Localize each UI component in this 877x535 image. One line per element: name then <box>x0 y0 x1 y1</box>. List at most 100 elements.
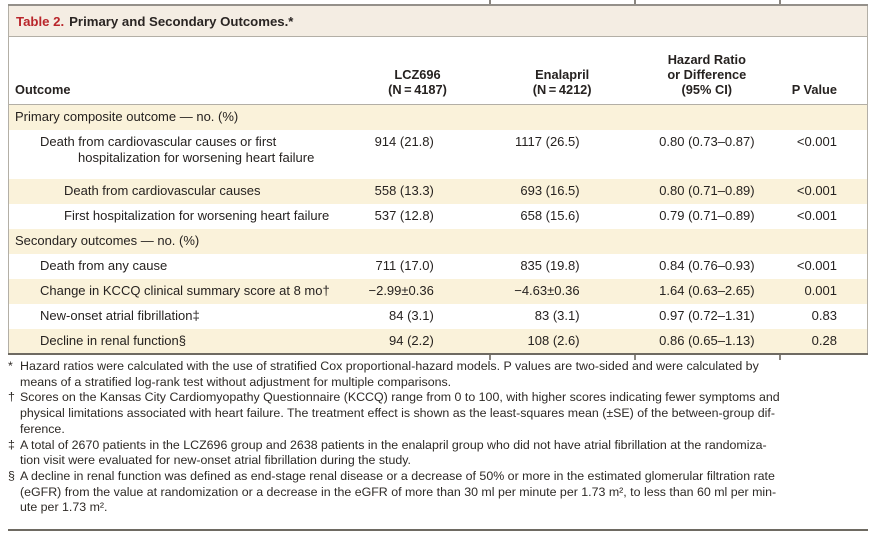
footnote-text: Hazard ratios were calculated with the u… <box>20 359 866 390</box>
p-value: 0.001 <box>804 283 837 298</box>
outcome-label: Death from cardiovascular causes or firs… <box>40 134 277 149</box>
footnote-marker: § <box>8 468 15 483</box>
lcz696-value: −2.99±0.36 <box>368 283 434 298</box>
p-value: 0.83 <box>811 308 837 323</box>
footnote-line: physical limitations associated with hea… <box>20 406 775 421</box>
column-header-line: or Difference <box>667 67 747 82</box>
footnote-line: tion visit were evaluated for new-onset … <box>20 453 411 468</box>
table-row: First hospitalization for worsening hear… <box>9 204 867 229</box>
footnote-line: ference. <box>20 421 65 436</box>
footnote-marker: * <box>8 359 13 373</box>
outcome-cell: Primary composite outcome — no. (%) <box>9 109 345 125</box>
column-tick <box>489 0 491 4</box>
footnote-line: A decline in renal function was defined … <box>20 468 775 483</box>
outcome-label: Death from cardiovascular causes <box>64 183 261 198</box>
footnote: § A decline in renal function was defined… <box>8 469 866 516</box>
lcz696-value: 558 (13.3) <box>374 183 434 198</box>
outcome-cell: Death from cardiovascular causes <box>9 183 345 199</box>
footnote-marker: ‡ <box>8 437 15 452</box>
table-header: Outcome LCZ696 (N = 4187) Enalapril (N = 4… <box>9 37 867 105</box>
table-title-bar: Table 2. Primary and Secondary Outcomes.… <box>8 6 868 37</box>
footnote-line: (eGFR) from the value at randomization o… <box>20 484 777 499</box>
column-header-line: (N = 4212) <box>532 82 592 97</box>
enalapril-value: 693 (16.5) <box>520 183 580 198</box>
table-body: Primary composite outcome — no. (%) Death… <box>9 105 867 354</box>
outcome-label: First hospitalization for worsening hear… <box>64 208 330 223</box>
p-value: <0.001 <box>796 183 838 198</box>
outcome-label: Primary composite outcome — no. (%) <box>15 109 239 124</box>
outcome-label: Decline in renal function§ <box>40 333 186 348</box>
outcome-label: Death from any cause <box>40 258 168 273</box>
table-row: Death from cardiovascular causes 558 (13.… <box>9 179 867 204</box>
section-header-row: Secondary outcomes — no. (%) <box>9 229 867 254</box>
table-row: Death from any cause 711 (17.0) 835 (19.8)… <box>9 254 867 279</box>
p-value: <0.001 <box>796 258 837 273</box>
footnote-marker: † <box>8 390 15 405</box>
outcome-label: Secondary outcomes — no. (%) <box>15 233 200 248</box>
outcome-cell: First hospitalization for worsening hear… <box>9 208 345 224</box>
column-tick <box>489 355 491 360</box>
outcome-label: hospitalization for worsening heart fail… <box>78 150 315 165</box>
footnote-line: A total of 2670 patients in the LCZ696 g… <box>20 437 767 452</box>
footnote: ‡ A total of 2670 patients in the LCZ696 … <box>8 438 866 469</box>
lcz696-value: 537 (12.8) <box>374 208 434 223</box>
hazard-ratio-value: 0.80 (0.73–0.87) <box>659 134 755 149</box>
hazard-ratio-value: 1.64 (0.63–2.65) <box>659 283 755 298</box>
footnote-line: means of a stratified log-rank test with… <box>20 374 452 389</box>
enalapril-value: 658 (15.6) <box>520 208 580 223</box>
page-bottom-rule <box>8 529 868 531</box>
table-row: Death from cardiovascular causes or firs… <box>9 130 867 179</box>
enalapril-value: −4.63±0.36 <box>514 283 580 298</box>
footnote-line: Scores on the Kansas City Cardiomyopathy… <box>20 390 780 405</box>
lcz696-value: 711 (17.0) <box>375 258 434 273</box>
column-tick <box>634 355 636 360</box>
outcome-header-label: Outcome <box>15 82 71 97</box>
hazard-ratio-value: 0.80 (0.71–0.89) <box>659 183 755 198</box>
lcz696-value: 94 (2.2) <box>389 333 434 348</box>
hazard-ratio-value: 0.84 (0.76–0.93) <box>659 258 755 273</box>
enalapril-value: 835 (19.8) <box>520 258 580 273</box>
enalapril-column-header: Enalapril (N = 4212) <box>490 37 635 104</box>
footnote-text: A total of 2670 patients in the LCZ696 g… <box>20 438 866 469</box>
footnote-text: A decline in renal function was defined … <box>20 469 866 516</box>
p-value-column-header: P Value <box>779 37 867 104</box>
p-value: <0.001 <box>796 208 838 223</box>
outcome-cell: Death from any cause <box>9 258 345 274</box>
table-row: Change in KCCQ clinical summary score at… <box>9 279 867 304</box>
hazard-ratio-value: 0.97 (0.72–1.31) <box>659 308 755 323</box>
table-number: Table 2. <box>16 13 65 29</box>
footnote-line: Hazard ratios were calculated with the u… <box>20 359 759 373</box>
enalapril-value: 83 (3.1) <box>534 308 580 323</box>
bottom-rule <box>8 353 868 355</box>
hazard-ratio-value: 0.79 (0.71–0.89) <box>659 208 755 223</box>
column-header-line: (95% CI) <box>681 82 733 97</box>
outcome-label: Change in KCCQ clinical summary score at… <box>40 283 330 298</box>
column-tick <box>779 0 781 4</box>
column-header-line: LCZ696 <box>394 67 441 82</box>
table-title: Primary and Secondary Outcomes.* <box>69 13 294 29</box>
column-header-line: (N = 4187) <box>388 82 447 97</box>
p-value: 0.28 <box>811 333 837 348</box>
column-tick <box>779 355 781 360</box>
outcome-column-header: Outcome <box>9 37 345 104</box>
lcz696-value: 914 (21.8) <box>374 134 434 149</box>
footnote-line: ute per 1.73 m². <box>20 500 108 515</box>
footnote: * Hazard ratios were calculated with the … <box>8 359 866 390</box>
column-tick <box>634 0 636 4</box>
outcome-cell: Decline in renal function§ <box>9 333 345 349</box>
p-value: <0.001 <box>796 134 837 149</box>
table-row: Decline in renal function§ 94 (2.2) 108 (2… <box>9 329 867 354</box>
column-header-line: Hazard Ratio <box>667 52 746 67</box>
footnote: † Scores on the Kansas City Cardiomyopath… <box>8 390 866 437</box>
column-header-line: Enalapril <box>535 67 590 82</box>
outcome-label: New-onset atrial fibrillation‡ <box>40 308 200 323</box>
hazard-ratio-value: 0.86 (0.65–1.13) <box>659 333 755 348</box>
footnotes: * Hazard ratios were calculated with the … <box>8 359 866 516</box>
lcz696-value: 84 (3.1) <box>389 308 434 323</box>
enalapril-value: 1117 (26.5) <box>515 134 580 149</box>
top-rule <box>8 4 868 6</box>
footnote-text: Scores on the Kansas City Cardiomyopathy… <box>20 390 866 437</box>
column-header-line: P Value <box>791 82 837 97</box>
outcome-cell: New-onset atrial fibrillation‡ <box>9 308 345 324</box>
